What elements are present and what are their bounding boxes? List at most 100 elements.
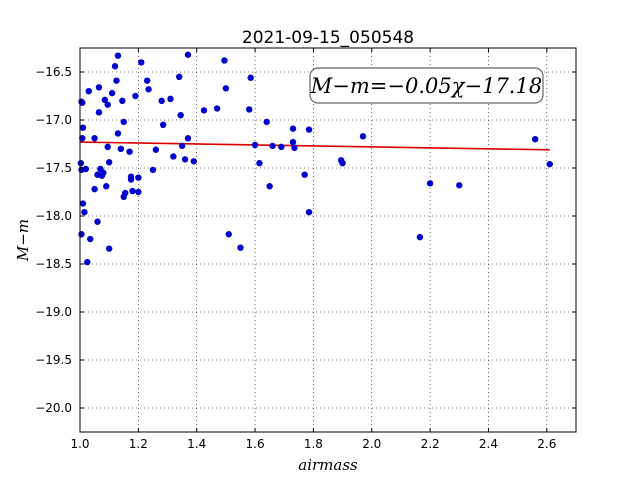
fit-line bbox=[79, 141, 550, 151]
x-tick-label: 1.6 bbox=[246, 437, 265, 451]
data-point bbox=[114, 52, 122, 59]
data-point bbox=[251, 141, 259, 149]
data-point bbox=[256, 160, 263, 167]
fit-equation-box: M−m=−0.05χ−17.18 bbox=[309, 67, 544, 104]
data-point bbox=[184, 135, 192, 142]
data-point bbox=[305, 208, 313, 216]
data-point bbox=[135, 174, 142, 181]
y-tick-label: −18.0 bbox=[35, 209, 72, 223]
data-point bbox=[122, 189, 129, 197]
data-point bbox=[94, 218, 101, 225]
x-tick-label: 2.0 bbox=[362, 437, 381, 451]
data-point bbox=[178, 142, 186, 150]
x-tick-label: 2.4 bbox=[479, 437, 498, 451]
data-point bbox=[289, 125, 297, 132]
data-point bbox=[77, 160, 85, 167]
data-point bbox=[305, 126, 313, 133]
data-point bbox=[291, 144, 298, 152]
data-point bbox=[531, 136, 539, 143]
data-point bbox=[546, 160, 553, 168]
data-point bbox=[359, 133, 367, 140]
fit-line-layer bbox=[79, 141, 550, 151]
data-point bbox=[85, 88, 92, 95]
x-axis-label: airmass bbox=[298, 456, 358, 474]
data-point bbox=[145, 86, 152, 93]
chart-title: 2021-09-15_050548 bbox=[242, 28, 414, 48]
data-point bbox=[84, 258, 91, 266]
data-point bbox=[143, 77, 151, 84]
data-point bbox=[105, 159, 113, 166]
data-point bbox=[158, 97, 165, 105]
data-point bbox=[222, 85, 230, 92]
data-point bbox=[269, 142, 276, 150]
y-tick-label: −19.5 bbox=[35, 353, 72, 367]
data-point bbox=[301, 171, 308, 178]
y-axis-label: M−m bbox=[14, 219, 32, 262]
data-point bbox=[120, 118, 127, 126]
data-point bbox=[278, 143, 285, 151]
data-point bbox=[152, 146, 160, 153]
data-point bbox=[104, 143, 111, 151]
data-point bbox=[167, 95, 174, 103]
data-point bbox=[91, 135, 98, 142]
data-point bbox=[111, 63, 119, 70]
data-point bbox=[79, 124, 87, 131]
data-point bbox=[117, 145, 125, 152]
data-point bbox=[184, 51, 192, 58]
data-point bbox=[138, 59, 145, 66]
data-point bbox=[79, 135, 86, 142]
data-point bbox=[82, 165, 90, 173]
data-point bbox=[416, 233, 424, 241]
data-point bbox=[237, 244, 244, 251]
y-tick-label: −20.0 bbox=[35, 401, 72, 415]
y-tick-label: −19.0 bbox=[35, 305, 72, 319]
data-point bbox=[87, 235, 94, 243]
data-point bbox=[108, 89, 116, 97]
data-point bbox=[129, 187, 136, 195]
y-tick-label: −17.0 bbox=[35, 113, 72, 127]
data-point bbox=[200, 107, 208, 114]
data-point bbox=[119, 97, 126, 105]
data-point bbox=[103, 183, 110, 190]
axis-ticks: 1.0 1.2 1.4 1.6 1.8 2.0 2.2 2.4 2.6 −16.5 −17.0 −17… bbox=[35, 48, 576, 451]
data-point bbox=[104, 101, 111, 108]
data-point bbox=[127, 176, 135, 183]
data-points bbox=[77, 51, 553, 266]
data-point bbox=[170, 153, 177, 160]
data-point bbox=[135, 188, 142, 196]
data-point bbox=[263, 118, 270, 126]
grid-lines bbox=[80, 48, 576, 432]
data-point bbox=[113, 77, 120, 84]
x-tick-label: 2.2 bbox=[421, 437, 440, 451]
data-point bbox=[426, 180, 434, 187]
data-point bbox=[289, 138, 297, 146]
data-point bbox=[177, 112, 184, 119]
x-tick-label: 1.4 bbox=[187, 437, 206, 451]
x-tick-label: 2.6 bbox=[537, 437, 556, 451]
data-point bbox=[95, 84, 103, 91]
data-point bbox=[247, 74, 254, 81]
data-point bbox=[79, 99, 86, 106]
data-point bbox=[105, 245, 113, 252]
data-point bbox=[225, 231, 232, 238]
data-point bbox=[100, 169, 107, 176]
y-tick-label: −16.5 bbox=[35, 65, 72, 79]
data-point bbox=[176, 73, 183, 81]
data-point bbox=[246, 106, 253, 113]
data-point bbox=[78, 231, 85, 238]
data-point bbox=[91, 185, 98, 193]
data-point bbox=[221, 57, 228, 64]
data-point bbox=[213, 105, 221, 112]
data-point bbox=[456, 182, 463, 189]
data-point bbox=[159, 121, 167, 128]
data-point bbox=[181, 156, 189, 163]
x-tick-label: 1.0 bbox=[70, 437, 89, 451]
data-point bbox=[149, 166, 157, 174]
x-tick-label: 1.8 bbox=[304, 437, 323, 451]
data-point bbox=[114, 130, 122, 137]
x-tick-label: 1.2 bbox=[129, 437, 148, 451]
data-point bbox=[190, 158, 197, 165]
plot-frame bbox=[79, 47, 577, 433]
data-point bbox=[101, 96, 109, 104]
